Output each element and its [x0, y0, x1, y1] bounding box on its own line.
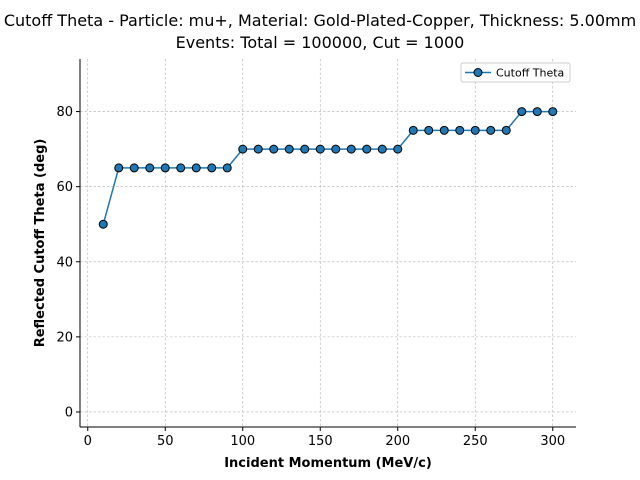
legend-marker-swatch [473, 68, 483, 77]
y-tick-label: 20 [56, 330, 73, 345]
data-point [331, 144, 341, 154]
series-lines [102, 110, 553, 225]
y-tick-label: 80 [56, 105, 73, 120]
x-tick-label: 250 [463, 434, 488, 449]
data-point [315, 144, 325, 154]
data-point [207, 163, 217, 173]
data-point [393, 144, 403, 154]
data-point [300, 144, 310, 154]
data-point [486, 125, 496, 135]
data-point [98, 219, 108, 229]
data-point [439, 125, 449, 135]
data-point [532, 107, 542, 117]
y-tick-label: 60 [56, 180, 73, 195]
x-tick-label: 50 [157, 434, 174, 449]
x-tick-label: 150 [308, 434, 333, 449]
x-tick-label: 100 [230, 434, 255, 449]
data-point [145, 163, 155, 173]
y-tick-label: 0 [65, 405, 73, 420]
legend-frame [460, 62, 571, 83]
data-point [377, 144, 387, 154]
data-point [501, 125, 511, 135]
data-point [269, 144, 279, 154]
data-point [517, 107, 527, 117]
y-axis-ticks: 0 20 40 60 80 [56, 105, 80, 420]
chart-title-line-1: Cutoff Theta - Particle: mu+, Material: … [3, 11, 637, 30]
data-point [346, 144, 356, 154]
data-point [160, 163, 170, 173]
grid-lines [80, 59, 576, 427]
data-point [238, 144, 248, 154]
axes-spines [79, 59, 576, 428]
y-tick-label: 40 [56, 255, 73, 270]
chart-title-line-2: Events: Total = 100000, Cut = 1000 [175, 33, 465, 52]
data-point [408, 125, 418, 135]
data-points [98, 107, 558, 229]
data-point [129, 163, 139, 173]
data-point [222, 163, 232, 173]
data-point [114, 163, 124, 173]
x-tick-label: 200 [385, 434, 410, 449]
data-point [455, 125, 465, 135]
data-point [191, 163, 201, 173]
data-point [470, 125, 480, 135]
data-point [362, 144, 372, 154]
x-axis-label: Incident Momentum (MeV/c) [224, 456, 432, 471]
x-axis-ticks: 0 50 100 150 200 250 300 [84, 427, 565, 449]
y-axis-label: Reflected Cutoff Theta (deg) [33, 139, 48, 348]
series-line [102, 110, 553, 225]
data-point [253, 144, 263, 154]
x-tick-label: 300 [540, 434, 565, 449]
legend-label: Cutoff Theta [496, 67, 564, 80]
legend: Cutoff Theta [460, 62, 571, 83]
data-point [548, 107, 558, 117]
data-point [284, 144, 294, 154]
data-point [424, 125, 434, 135]
x-tick-label: 0 [84, 434, 92, 449]
data-point [176, 163, 186, 173]
